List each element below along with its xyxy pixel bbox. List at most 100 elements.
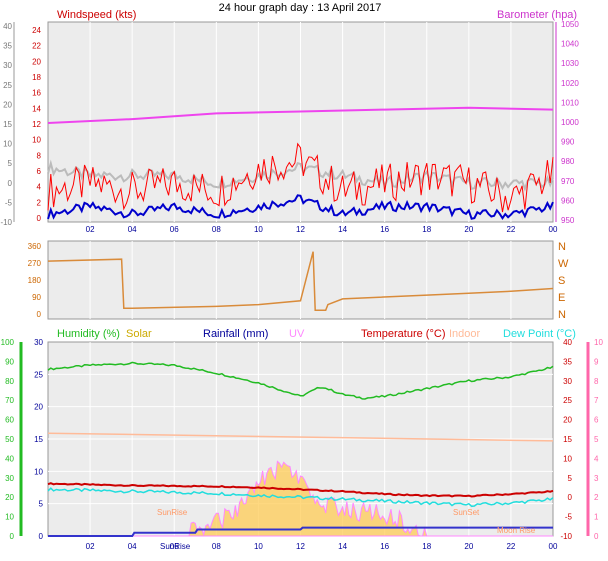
humidity-tick-label: 20	[5, 493, 14, 502]
humidity-tick-label: 70	[5, 396, 14, 405]
x-tick-label: 06	[170, 225, 179, 234]
temp-tick-label: 20	[563, 416, 572, 425]
x-tick-label: 02	[86, 542, 95, 551]
uv-tick-label: 4	[594, 454, 599, 463]
legend-label: Solar	[126, 328, 152, 340]
series-indoor	[47, 432, 554, 442]
wind-tick-label: 16	[32, 89, 41, 98]
compass-tick-label: S	[558, 275, 565, 287]
series-wind-speed	[47, 194, 554, 221]
temp-tick-label: 35	[563, 357, 572, 366]
wind-tick-label: 18	[32, 73, 41, 82]
x-tick-label: 22	[506, 542, 515, 551]
temp-tick-label: 0	[568, 493, 573, 502]
temp-tick-label: 30	[563, 377, 572, 386]
direction-tick-label: 0	[37, 310, 42, 319]
x-tick-label: 00	[549, 225, 558, 234]
baro-tick-label: 1020	[561, 79, 579, 88]
wind-outer-tick-label: 5	[8, 159, 13, 168]
humidity-tick-label: 0	[10, 532, 15, 541]
baro-tick-label: 1030	[561, 59, 579, 68]
uv-tick-label: 1	[594, 513, 599, 522]
temp-tick-label: 15	[563, 435, 572, 444]
x-tick-label: 16	[380, 542, 389, 551]
uv-tick-label: 9	[594, 357, 599, 366]
compass-tick-label: W	[558, 258, 569, 270]
temp-tick-label: 25	[563, 396, 572, 405]
wind-outer-tick-label: 30	[3, 61, 12, 70]
x-tick-label: 04	[128, 542, 137, 551]
wind-outer-tick-label: 20	[3, 100, 12, 109]
temp-tick-label: -10	[560, 532, 572, 541]
humidity-tick-label: 40	[5, 454, 14, 463]
legend-label: UV	[289, 328, 305, 340]
series-dew-point	[47, 487, 554, 508]
rain-tick-label: 15	[34, 435, 43, 444]
wind-tick-label: 2	[37, 198, 42, 207]
rain-tick-label: 20	[34, 403, 43, 412]
humidity-tick-label: 30	[5, 474, 14, 483]
rain-tick-label: 25	[34, 370, 43, 379]
x-tick-label: 02	[86, 225, 95, 234]
wind-tick-label: 10	[32, 136, 41, 145]
x-tick-label: 08	[212, 225, 221, 234]
x-tick-label: 18	[422, 542, 431, 551]
humidity-tick-label: 100	[1, 338, 15, 347]
uv-tick-label: 0	[594, 532, 599, 541]
legend-label: Rainfall (mm)	[203, 328, 268, 340]
baro-tick-label: 1050	[561, 20, 579, 29]
x-tick-label: 10	[254, 225, 263, 234]
series-wind-avg	[47, 159, 554, 192]
series-wind-direction	[47, 251, 554, 311]
uv-tick-label: 10	[594, 338, 603, 347]
rain-tick-label: 5	[39, 500, 44, 509]
uv-tick-label: 7	[594, 396, 599, 405]
direction-tick-label: 90	[32, 293, 41, 302]
x-tick-label: 04	[128, 225, 137, 234]
baro-tick-label: 950	[561, 216, 575, 225]
series-humidity	[47, 361, 554, 400]
wind-tick-label: 8	[37, 151, 42, 160]
series-barometer	[47, 106, 554, 124]
humidity-tick-label: 60	[5, 416, 14, 425]
legend-label: Indoor	[449, 328, 481, 340]
x-tick-label: 14	[338, 225, 347, 234]
panel-temperature: Humidity (%) Solar Rainfall (mm) UV Temperat…	[1, 328, 604, 551]
rain-tick-label: 0	[39, 532, 44, 541]
baro-tick-label: 960	[561, 196, 575, 205]
temp-tick-label: 5	[568, 474, 573, 483]
annotation-sunrise-bottom: SunRise	[160, 542, 191, 551]
series-rainfall	[48, 526, 553, 537]
annotation-sunrise: SunRise	[157, 508, 188, 517]
x-tick-label: 00	[549, 542, 558, 551]
x-tick-label: 12	[296, 225, 305, 234]
wind-outer-tick-label: 10	[3, 140, 12, 149]
wind-tick-label: 20	[32, 57, 41, 66]
x-tick-label: 14	[338, 542, 347, 551]
uv-tick-label: 5	[594, 435, 599, 444]
wind-tick-label: 0	[37, 214, 42, 223]
x-tick-label: 20	[464, 542, 473, 551]
temp-tick-label: -5	[565, 513, 573, 522]
wind-outer-tick-label: 40	[3, 22, 12, 31]
temp-tick-label: 40	[563, 338, 572, 347]
uv-tick-label: 2	[594, 493, 599, 502]
wind-axis-label: Windspeed (kts)	[57, 9, 136, 21]
wind-outer-tick-label: 0	[8, 179, 13, 188]
baro-tick-label: 980	[561, 157, 575, 166]
rain-tick-label: 10	[34, 467, 43, 476]
uv-tick-label: 3	[594, 474, 599, 483]
baro-tick-label: 990	[561, 138, 575, 147]
wind-tick-label: 6	[37, 167, 42, 176]
wind-tick-label: 24	[32, 26, 41, 35]
wind-outer-tick-label: 25	[3, 81, 12, 90]
baro-tick-label: 1000	[561, 118, 579, 127]
baro-axis-label: Barometer (hpa)	[497, 9, 577, 21]
compass-tick-label: E	[558, 292, 565, 304]
legend-label: Dew Point (°C)	[503, 328, 576, 340]
wind-tick-label: 4	[37, 183, 42, 192]
direction-tick-label: 180	[28, 276, 42, 285]
wind-tick-label: 14	[32, 104, 41, 113]
humidity-tick-label: 80	[5, 377, 14, 386]
